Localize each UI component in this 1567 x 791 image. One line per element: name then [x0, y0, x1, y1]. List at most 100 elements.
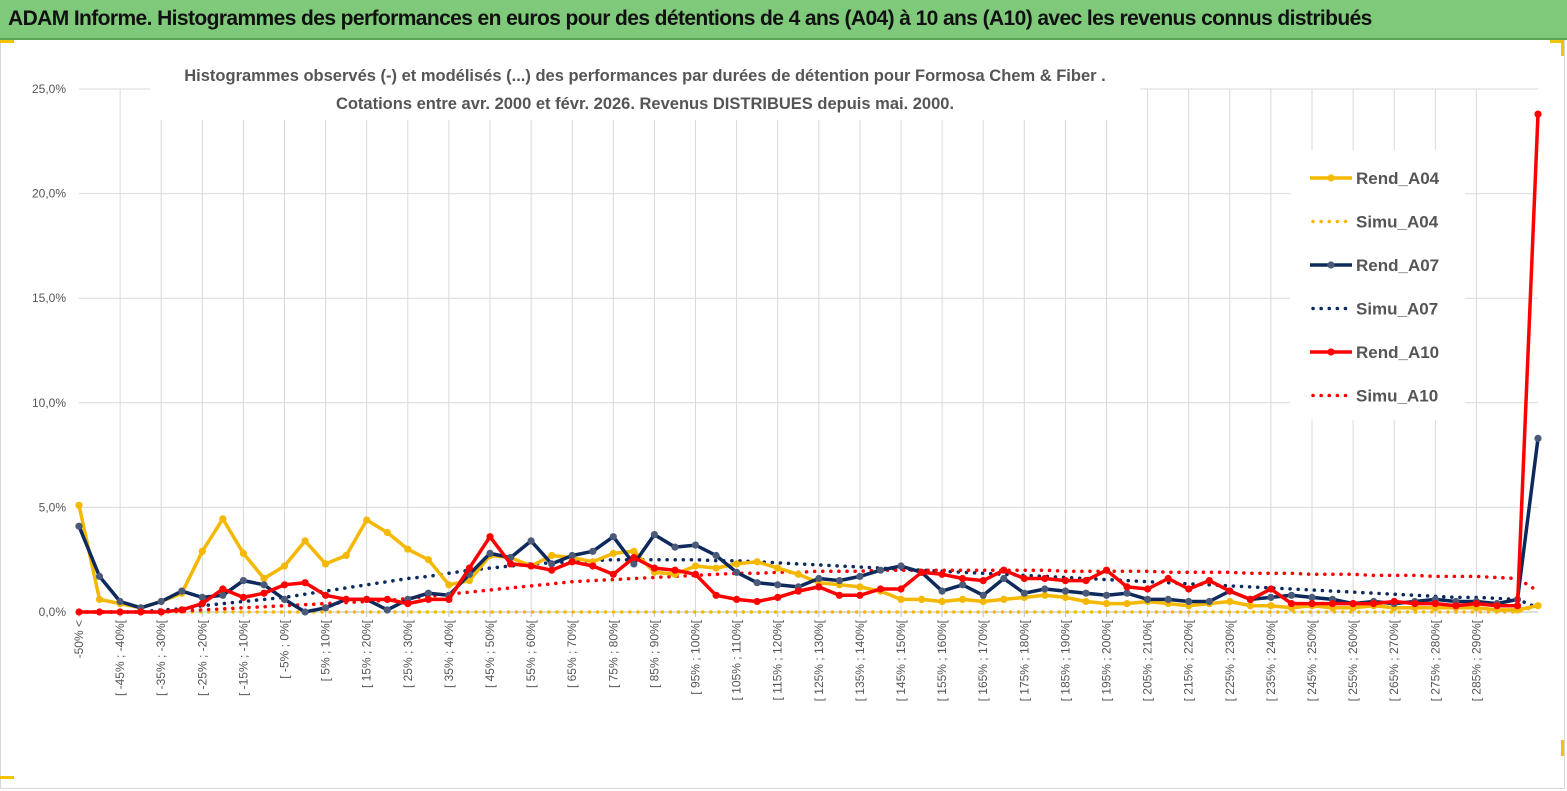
data-point-rend-a07	[1287, 591, 1296, 599]
data-point-rend-a10	[75, 608, 83, 616]
data-point-rend-a10	[1041, 574, 1049, 583]
y-tick-label: 15,0%	[32, 291, 66, 305]
legend-background	[1290, 150, 1465, 420]
data-point-rend-a10	[794, 587, 802, 595]
data-point-rend-a07	[75, 522, 83, 530]
data-point-rend-a04	[404, 545, 412, 553]
data-point-rend-a04	[1082, 597, 1090, 606]
data-point-rend-a10	[280, 581, 289, 589]
data-point-rend-a10	[507, 560, 515, 568]
data-point-rend-a10	[1534, 110, 1542, 118]
data-point-rend-a10	[260, 589, 268, 597]
data-point-rend-a07	[609, 533, 617, 541]
data-point-rend-a07	[568, 551, 576, 560]
series-line-simu-a04	[77, 603, 1540, 614]
x-tick-label: [ -15% ; -10%[	[236, 619, 250, 696]
corner-marker-top-right	[1550, 40, 1564, 43]
x-tick-label: [ 225% ; 230%[	[1223, 619, 1237, 701]
data-point-rend-a04	[630, 547, 638, 555]
x-axis: -50% < [ -45% ; -40%[[ -35% ; -30%[[ -25%…	[72, 611, 1539, 701]
data-point-rend-a10	[157, 608, 165, 616]
data-point-rend-a10	[774, 593, 782, 602]
data-point-rend-a07	[239, 577, 247, 585]
data-point-rend-a07	[815, 574, 823, 583]
data-point-rend-a07	[424, 589, 432, 597]
x-tick-label: [ 215% ; 220%[	[1182, 619, 1196, 701]
data-point-rend-a10	[856, 591, 864, 599]
data-point-rend-a10	[1411, 600, 1419, 608]
data-point-rend-a10	[404, 600, 412, 608]
data-point-rend-a10	[1431, 600, 1439, 608]
data-point-rend-a10	[465, 564, 473, 572]
data-point-rend-a10	[712, 591, 720, 599]
data-point-rend-a10	[959, 574, 967, 583]
legend-marker-rend-a07	[1327, 261, 1335, 269]
data-point-rend-a07	[1082, 589, 1090, 597]
series-line-simu-a10	[77, 568, 1540, 614]
x-tick-label: [ 35% ; 40%[	[442, 619, 456, 688]
data-point-rend-a10	[753, 597, 761, 606]
x-tick-label: [ -5% ; 0%[	[278, 619, 292, 678]
x-tick-label: [ 175% ; 180%[	[1017, 619, 1031, 701]
data-point-rend-a07	[548, 560, 556, 568]
data-point-rend-a10	[178, 606, 186, 614]
data-point-rend-a10	[589, 562, 597, 570]
data-point-rend-a10	[1102, 566, 1111, 574]
data-point-rend-a07	[219, 591, 227, 599]
chart-title-line2: Cotations entre avr. 2000 et févr. 2026.…	[336, 95, 954, 113]
data-point-rend-a07	[650, 531, 659, 539]
legend-marker-rend-a10	[1327, 348, 1335, 356]
corner-marker-right-bottom	[1561, 740, 1564, 756]
legend-label-simu-a10: Simu_A10	[1356, 387, 1438, 406]
x-tick-label: [ 185% ; 190%[	[1058, 619, 1072, 701]
data-point-rend-a10	[486, 533, 494, 541]
data-point-rend-a07	[1185, 597, 1193, 606]
data-point-rend-a07	[322, 604, 330, 612]
x-tick-label: [ 25% ; 30%[	[401, 619, 415, 688]
x-tick-label: [ -45% ; -40%[	[113, 619, 127, 696]
data-point-rend-a07	[630, 560, 638, 568]
data-point-rend-a10	[1308, 600, 1316, 608]
data-point-rend-a04	[1534, 602, 1542, 610]
data-point-rend-a04	[1267, 602, 1275, 610]
data-point-rend-a10	[918, 568, 926, 576]
data-point-rend-a10	[548, 566, 556, 574]
data-point-rend-a10	[1452, 602, 1460, 610]
data-point-rend-a07	[959, 581, 967, 589]
data-point-rend-a10	[1328, 600, 1337, 608]
y-axis: 0,0% 5,0% 10,0% 15,0% 20,0% 25,0%	[32, 82, 66, 619]
data-point-rend-a10	[568, 558, 576, 566]
data-point-rend-a10	[671, 566, 679, 574]
data-point-rend-a04	[424, 556, 432, 564]
data-point-rend-a04	[753, 558, 761, 566]
data-point-rend-a10	[650, 564, 659, 572]
legend-label-rend-a07: Rend_A07	[1356, 256, 1439, 275]
data-point-rend-a07	[486, 549, 494, 558]
data-point-rend-a04	[322, 560, 330, 568]
data-point-rend-a07	[383, 606, 391, 614]
data-point-rend-a10	[219, 585, 227, 593]
data-point-rend-a07	[260, 581, 268, 589]
data-point-rend-a04	[897, 595, 905, 604]
data-point-rend-a10	[1164, 574, 1172, 583]
data-point-rend-a10	[630, 554, 638, 562]
data-point-rend-a10	[95, 608, 104, 616]
data-point-rend-a10	[1000, 566, 1008, 574]
report-title: ADAM Informe. Histogrammes des performan…	[8, 7, 1372, 30]
data-point-rend-a04	[1123, 600, 1131, 608]
data-point-rend-a10	[1349, 600, 1357, 608]
data-point-rend-a04	[95, 595, 104, 604]
data-point-rend-a07	[527, 537, 535, 545]
data-point-rend-a07	[301, 608, 309, 616]
x-tick-label: [ 145% ; 150%[	[894, 619, 908, 701]
data-point-rend-a07	[1123, 589, 1131, 597]
data-point-rend-a04	[260, 574, 268, 583]
legend-label-simu-a04: Simu_A04	[1356, 213, 1439, 232]
x-tick-label: [ 245% ; 250%[	[1305, 619, 1319, 701]
legend-label-rend-a04: Rend_A04	[1356, 169, 1440, 188]
data-point-rend-a07	[1041, 585, 1049, 593]
legend-marker-rend-a04	[1327, 174, 1335, 182]
y-tick-label: 5,0%	[39, 500, 67, 514]
data-point-rend-a10	[1205, 577, 1213, 585]
title-background	[150, 60, 1140, 120]
